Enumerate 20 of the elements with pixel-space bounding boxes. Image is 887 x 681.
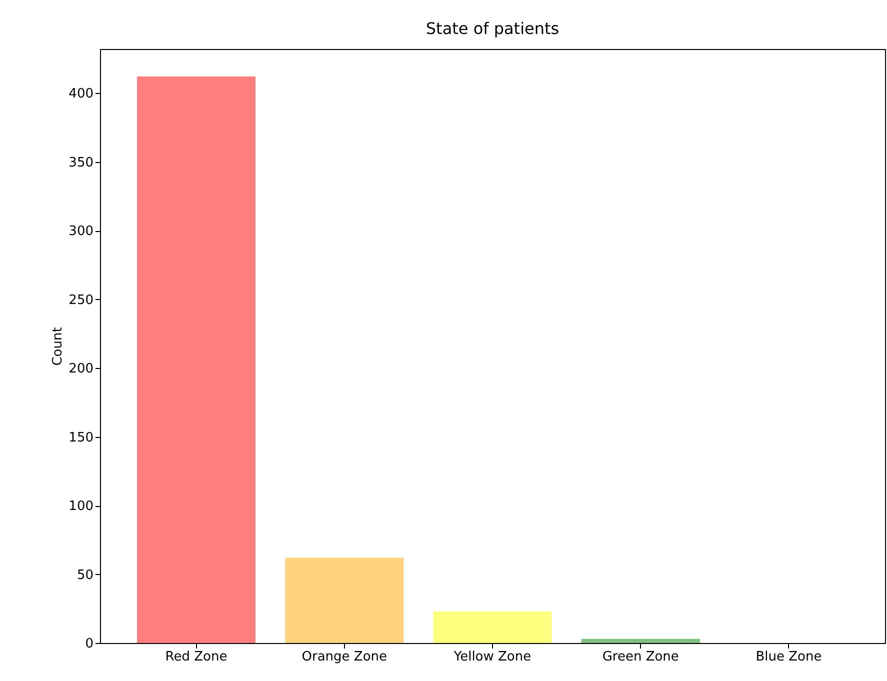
y-tick-label: 150: [68, 430, 94, 446]
x-tick-label: Yellow Zone: [452, 650, 532, 664]
x-tick-label: Blue Zone: [756, 650, 822, 664]
y-tick-label: 350: [68, 155, 94, 170]
x-tick-label: Orange Zone: [302, 650, 388, 664]
bar: [433, 611, 552, 643]
chart-title: State of patients: [426, 19, 560, 38]
y-tick-label: 50: [76, 568, 94, 583]
y-tick-label: 400: [68, 86, 94, 102]
y-axis-title: Count: [50, 327, 66, 366]
bar: [581, 638, 700, 643]
bar: [137, 76, 256, 643]
y-tick-label: 0: [85, 636, 94, 652]
y-tick-label: 100: [68, 499, 94, 514]
y-tick-label: 200: [68, 362, 94, 376]
bar: [285, 558, 404, 643]
y-tick-label: 250: [68, 292, 94, 308]
y-tick-label: 300: [68, 224, 94, 239]
x-tick-label: Green Zone: [602, 650, 679, 664]
x-tick-label: Red Zone: [165, 650, 228, 664]
